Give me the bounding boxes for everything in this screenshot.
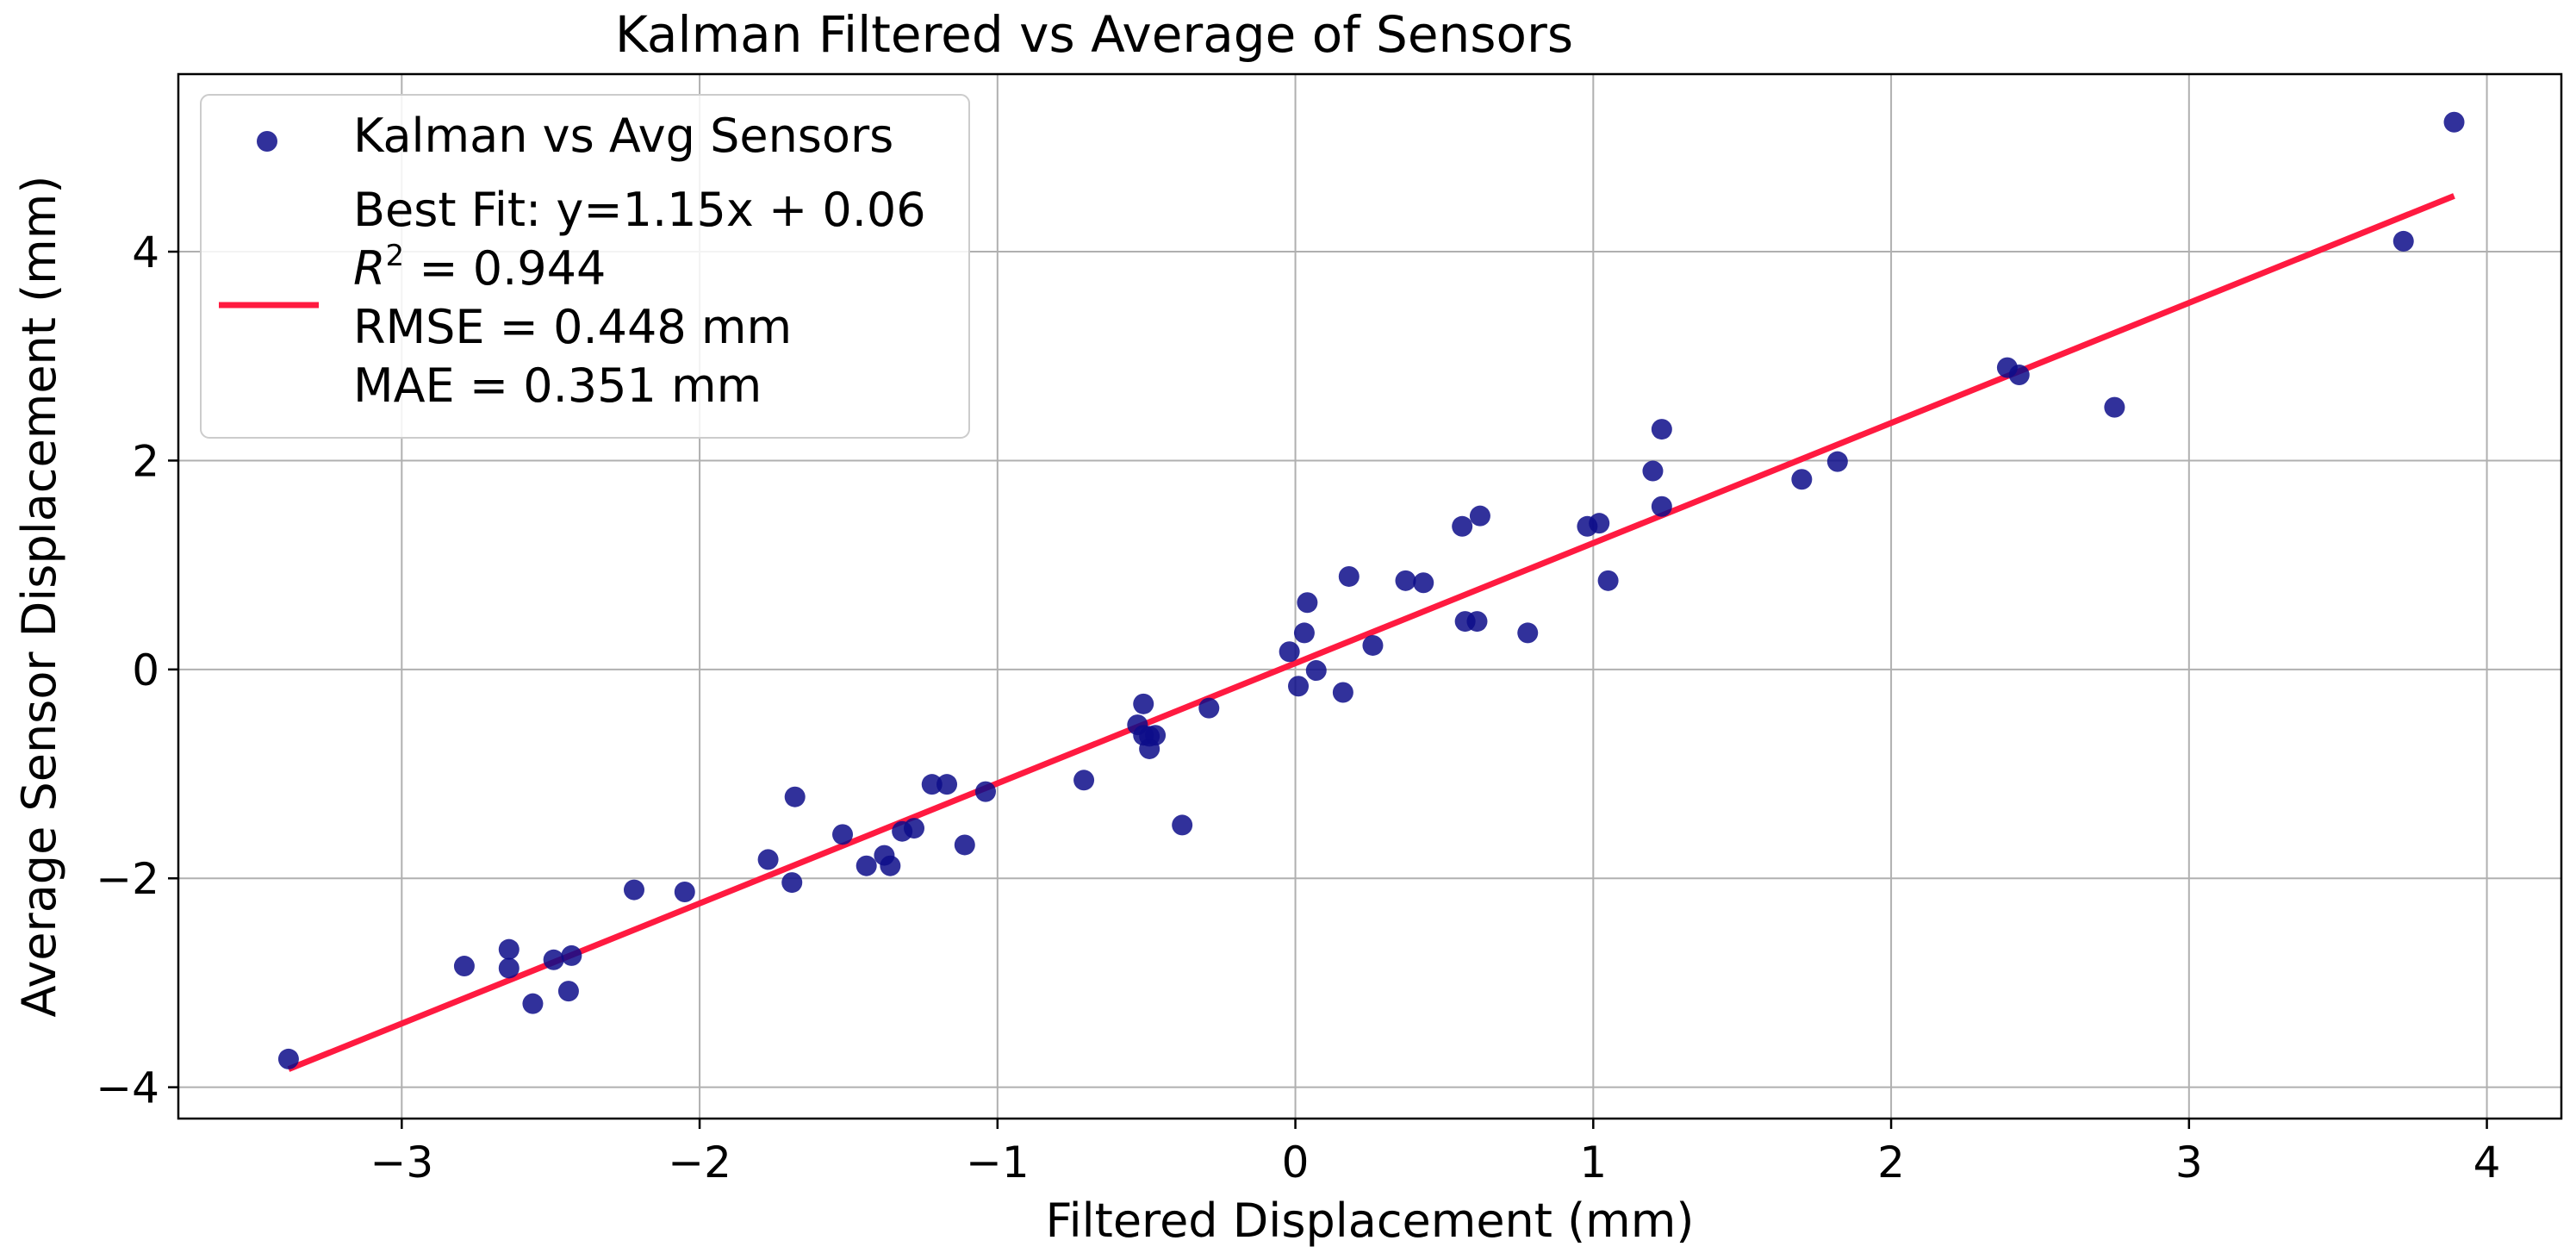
- data-point: [1133, 693, 1154, 714]
- data-point: [453, 956, 475, 977]
- data-point: [277, 1048, 299, 1069]
- data-point: [781, 872, 803, 894]
- data-point: [832, 824, 854, 845]
- data-point: [856, 855, 877, 876]
- data-point: [936, 774, 958, 795]
- data-point: [498, 957, 520, 979]
- y-tick-label: 4: [132, 228, 159, 277]
- legend-scatter-label: Kalman vs Avg Sensors: [353, 109, 893, 163]
- data-point: [757, 849, 779, 870]
- data-point: [1791, 469, 1813, 490]
- legend-box: [200, 94, 970, 439]
- data-point: [2104, 396, 2125, 418]
- legend-r2-value: = 0.944: [404, 241, 606, 296]
- data-point: [1198, 697, 1220, 719]
- data-point: [623, 879, 644, 901]
- legend-r2-exponent: 2: [386, 239, 405, 273]
- data-point: [880, 855, 901, 876]
- data-point: [1469, 505, 1490, 527]
- data-point: [1305, 660, 1327, 682]
- data-point: [1466, 611, 1488, 633]
- x-tick-label: 3: [2175, 1138, 2203, 1188]
- legend-rmse-label: RMSE = 0.448 mm: [353, 300, 792, 354]
- data-point: [904, 818, 925, 839]
- data-point: [1642, 460, 1664, 482]
- x-tick-label: 1: [1579, 1138, 1607, 1188]
- data-point: [1145, 725, 1167, 746]
- data-point: [2392, 230, 2414, 252]
- data-point: [1517, 622, 1539, 644]
- data-point: [498, 938, 520, 960]
- data-point: [543, 949, 564, 970]
- data-point: [1413, 572, 1434, 594]
- data-point: [974, 781, 996, 802]
- data-point: [1338, 565, 1360, 587]
- data-point: [1362, 634, 1384, 656]
- x-tick-label: 0: [1282, 1138, 1310, 1188]
- legend: Kalman vs Avg Sensors Best Fit: y=1.15x …: [200, 94, 970, 439]
- y-tick-label: −4: [96, 1063, 159, 1113]
- data-point: [561, 944, 582, 966]
- data-point: [674, 881, 695, 902]
- data-point: [954, 834, 975, 856]
- data-point: [1651, 496, 1672, 517]
- x-tick-label: 4: [2473, 1138, 2501, 1188]
- chart-title: Kalman Filtered vs Average of Sensors: [615, 5, 1573, 64]
- data-point: [784, 786, 806, 807]
- data-point: [1288, 676, 1310, 697]
- fit-line-layer: [287, 193, 2455, 1072]
- data-point: [1073, 770, 1095, 791]
- data-point: [1395, 570, 1416, 591]
- x-tick-label: −1: [966, 1138, 1030, 1188]
- data-point: [557, 981, 579, 1002]
- plot-frame: [177, 72, 2563, 1120]
- x-tick-label: −3: [370, 1138, 433, 1188]
- data-point: [1826, 451, 1848, 472]
- data-point: [1597, 570, 1619, 591]
- x-tick-label: 2: [1877, 1138, 1905, 1188]
- y-tick-label: −2: [96, 854, 159, 904]
- x-axis-label: Filtered Displacement (mm): [1046, 1194, 1695, 1248]
- x-axis-ticks: −3 −2 −1 0 1 2 3 4: [370, 1119, 2500, 1188]
- data-point: [921, 774, 943, 795]
- y-tick-label: 0: [132, 645, 159, 695]
- scatter-points: [277, 111, 2465, 1069]
- data-point: [1651, 419, 1672, 440]
- data-point: [1452, 515, 1473, 537]
- legend-fit-label: Best Fit: y=1.15x + 0.06: [353, 183, 926, 237]
- data-point: [1279, 641, 1300, 663]
- data-point: [2443, 111, 2465, 133]
- best-fit-line: [287, 193, 2455, 1072]
- x-tick-label: −2: [668, 1138, 731, 1188]
- legend-r2-symbol: R: [353, 241, 386, 296]
- y-tick-label: 2: [132, 436, 159, 486]
- legend-r2-label: R2 = 0.944: [353, 239, 606, 296]
- data-point: [2008, 365, 2030, 386]
- data-point: [522, 993, 544, 1014]
- y-axis-ticks: −4 −2 0 2 4: [96, 228, 178, 1113]
- data-point: [1589, 513, 1610, 534]
- data-point: [1172, 814, 1193, 836]
- grid-lines: [178, 74, 2561, 1119]
- data-point: [1297, 592, 1318, 614]
- data-point: [1293, 622, 1315, 644]
- legend-mae-label: MAE = 0.351 mm: [353, 358, 762, 413]
- y-axis-label: Average Sensor Displacement (mm): [12, 176, 66, 1018]
- data-point: [1332, 682, 1353, 703]
- legend-scatter-marker: [257, 131, 277, 152]
